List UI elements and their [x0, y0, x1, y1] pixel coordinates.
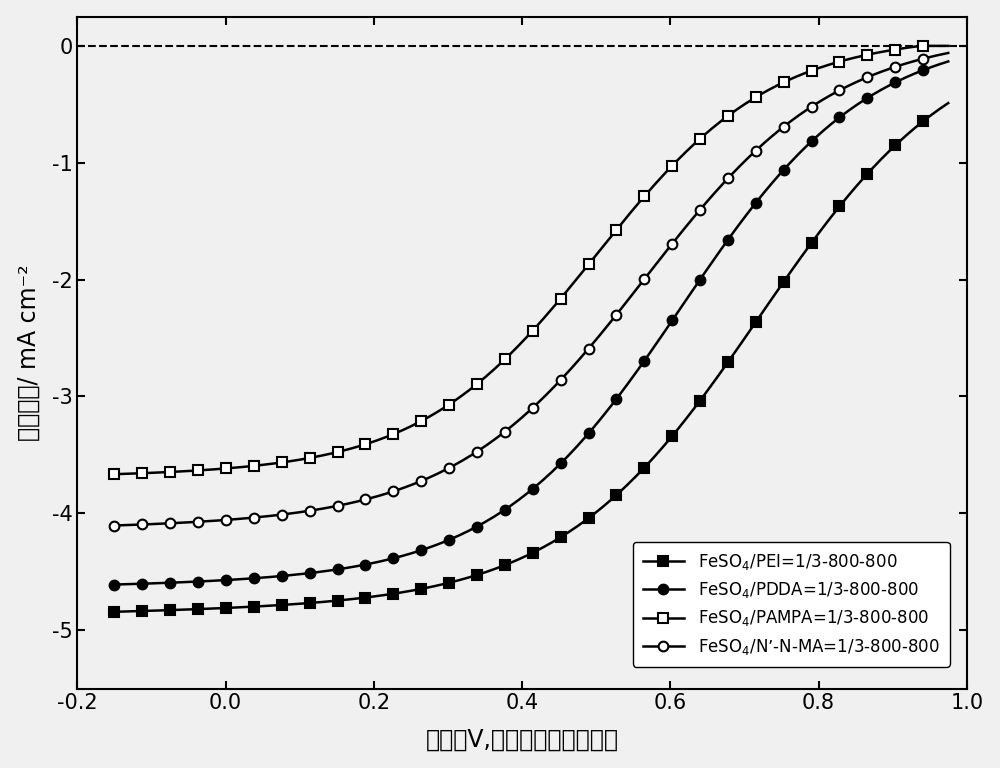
FeSO$_4$/PDDA=1/3-800-800 — [605, 402, 617, 411]
FeSO$_4$/PDDA=1/3-800-800 — [602, 405, 614, 414]
FeSO$_4$/N’-N-MA=1/3-800-800 — [811, 98, 823, 108]
FeSO$_4$/PAMPA=1/3-800-800 — [942, 41, 954, 51]
FeSO$_4$/N’-N-MA=1/3-800-800 — [111, 521, 123, 530]
Y-axis label: 电流密度/ mA cm⁻²: 电流密度/ mA cm⁻² — [17, 264, 41, 441]
FeSO$_4$/PEI=1/3-800-800 — [811, 230, 823, 240]
FeSO$_4$/PEI=1/3-800-800 — [108, 607, 120, 617]
X-axis label: 电位（V,相对于标准氢电极）: 电位（V,相对于标准氢电极） — [426, 727, 619, 751]
FeSO$_4$/PEI=1/3-800-800 — [111, 607, 123, 617]
FeSO$_4$/PDDA=1/3-800-800 — [111, 580, 123, 589]
FeSO$_4$/PDDA=1/3-800-800 — [811, 131, 823, 141]
FeSO$_4$/PEI=1/3-800-800 — [602, 498, 614, 507]
FeSO$_4$/PAMPA=1/3-800-800 — [811, 64, 823, 73]
FeSO$_4$/N’-N-MA=1/3-800-800 — [602, 320, 614, 329]
FeSO$_4$/PEI=1/3-800-800 — [864, 166, 876, 175]
FeSO$_4$/PAMPA=1/3-800-800 — [602, 236, 614, 245]
Line: FeSO$_4$/PEI=1/3-800-800: FeSO$_4$/PEI=1/3-800-800 — [110, 98, 953, 617]
Line: FeSO$_4$/PDDA=1/3-800-800: FeSO$_4$/PDDA=1/3-800-800 — [110, 57, 953, 589]
FeSO$_4$/N’-N-MA=1/3-800-800 — [619, 300, 631, 309]
FeSO$_4$/PDDA=1/3-800-800 — [619, 383, 631, 392]
Line: FeSO$_4$/PAMPA=1/3-800-800: FeSO$_4$/PAMPA=1/3-800-800 — [110, 41, 953, 479]
FeSO$_4$/PDDA=1/3-800-800 — [864, 91, 876, 101]
FeSO$_4$/PAMPA=1/3-800-800 — [605, 232, 617, 241]
FeSO$_4$/PDDA=1/3-800-800 — [108, 580, 120, 589]
FeSO$_4$/PAMPA=1/3-800-800 — [917, 41, 929, 51]
FeSO$_4$/N’-N-MA=1/3-800-800 — [864, 71, 876, 81]
FeSO$_4$/PAMPA=1/3-800-800 — [108, 469, 120, 478]
FeSO$_4$/PEI=1/3-800-800 — [619, 483, 631, 492]
FeSO$_4$/PEI=1/3-800-800 — [605, 495, 617, 505]
FeSO$_4$/N’-N-MA=1/3-800-800 — [942, 48, 954, 58]
FeSO$_4$/N’-N-MA=1/3-800-800 — [108, 521, 120, 530]
FeSO$_4$/PAMPA=1/3-800-800 — [619, 215, 631, 224]
FeSO$_4$/PAMPA=1/3-800-800 — [111, 469, 123, 478]
FeSO$_4$/PDDA=1/3-800-800 — [942, 57, 954, 66]
FeSO$_4$/PEI=1/3-800-800 — [942, 98, 954, 108]
FeSO$_4$/N’-N-MA=1/3-800-800 — [605, 317, 617, 326]
Line: FeSO$_4$/N’-N-MA=1/3-800-800: FeSO$_4$/N’-N-MA=1/3-800-800 — [110, 48, 953, 531]
Legend: FeSO$_4$/PEI=1/3-800-800, FeSO$_4$/PDDA=1/3-800-800, FeSO$_4$/PAMPA=1/3-800-800,: FeSO$_4$/PEI=1/3-800-800, FeSO$_4$/PDDA=… — [633, 541, 950, 667]
FeSO$_4$/PAMPA=1/3-800-800 — [864, 50, 876, 59]
